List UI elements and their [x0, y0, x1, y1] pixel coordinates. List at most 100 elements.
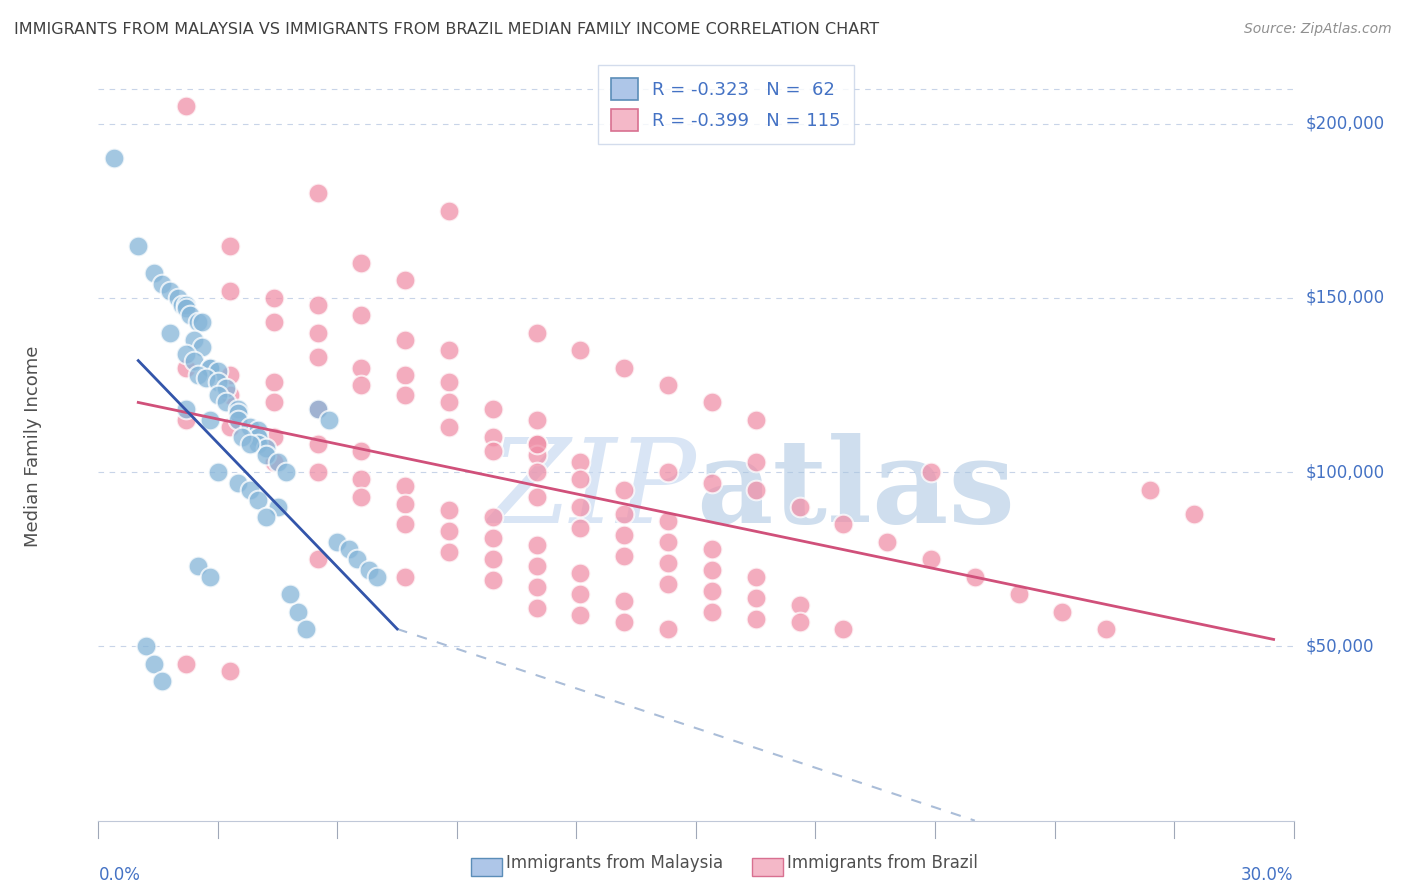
- Point: [526, 559, 548, 574]
- Point: [159, 284, 181, 298]
- Point: [339, 541, 361, 556]
- Point: [526, 601, 548, 615]
- Point: [394, 333, 416, 347]
- Point: [219, 388, 242, 402]
- Text: atlas: atlas: [696, 434, 1015, 549]
- Point: [569, 455, 592, 469]
- Point: [263, 315, 285, 329]
- Point: [239, 437, 262, 451]
- Point: [219, 368, 242, 382]
- Point: [745, 455, 768, 469]
- Point: [526, 326, 548, 340]
- Point: [174, 301, 197, 316]
- Point: [307, 402, 329, 417]
- Point: [179, 308, 201, 322]
- Point: [195, 371, 218, 385]
- Point: [700, 563, 723, 577]
- Point: [219, 284, 242, 298]
- Point: [263, 430, 285, 444]
- Point: [219, 664, 242, 678]
- Point: [482, 510, 505, 524]
- Point: [226, 406, 249, 420]
- Point: [307, 186, 329, 201]
- Point: [350, 490, 373, 504]
- Point: [394, 368, 416, 382]
- Point: [207, 465, 229, 479]
- Point: [613, 528, 636, 542]
- Point: [526, 437, 548, 451]
- Point: [246, 423, 269, 437]
- Point: [287, 605, 309, 619]
- Text: ZIP: ZIP: [488, 434, 696, 549]
- Point: [569, 607, 592, 622]
- Point: [657, 576, 679, 591]
- Point: [569, 343, 592, 358]
- Point: [613, 360, 636, 375]
- Point: [700, 583, 723, 598]
- Point: [187, 559, 209, 574]
- Point: [307, 298, 329, 312]
- Point: [219, 238, 242, 252]
- Point: [350, 308, 373, 322]
- Point: [394, 388, 416, 402]
- Point: [394, 273, 416, 287]
- Point: [174, 99, 197, 113]
- Point: [613, 549, 636, 563]
- Point: [174, 346, 197, 360]
- Point: [246, 430, 269, 444]
- Point: [226, 413, 249, 427]
- Point: [437, 203, 460, 218]
- Point: [394, 517, 416, 532]
- Point: [150, 277, 173, 291]
- Point: [187, 315, 209, 329]
- Point: [569, 521, 592, 535]
- Point: [1008, 587, 1031, 601]
- Point: [613, 507, 636, 521]
- Point: [745, 570, 768, 584]
- Point: [174, 360, 197, 375]
- Point: [789, 615, 811, 629]
- Point: [143, 267, 166, 281]
- Point: [526, 437, 548, 451]
- Point: [207, 364, 229, 378]
- Point: [963, 570, 986, 584]
- Point: [263, 291, 285, 305]
- Point: [832, 517, 855, 532]
- Point: [359, 563, 381, 577]
- Point: [318, 413, 340, 427]
- Point: [657, 465, 679, 479]
- Point: [700, 395, 723, 409]
- Point: [307, 437, 329, 451]
- Text: Median Family Income: Median Family Income: [24, 345, 42, 547]
- Point: [789, 598, 811, 612]
- Point: [526, 490, 548, 504]
- Point: [215, 395, 238, 409]
- Point: [700, 605, 723, 619]
- Point: [207, 388, 229, 402]
- Point: [657, 514, 679, 528]
- Point: [267, 500, 290, 514]
- Point: [226, 475, 249, 490]
- Point: [657, 378, 679, 392]
- Point: [350, 378, 373, 392]
- Point: [254, 448, 277, 462]
- Point: [350, 472, 373, 486]
- Point: [174, 657, 197, 671]
- Point: [278, 587, 301, 601]
- Point: [437, 343, 460, 358]
- Point: [437, 420, 460, 434]
- Point: [1139, 483, 1161, 497]
- Point: [174, 298, 197, 312]
- Text: Immigrants from Brazil: Immigrants from Brazil: [787, 855, 979, 872]
- Point: [437, 545, 460, 559]
- Point: [745, 413, 768, 427]
- Point: [657, 534, 679, 549]
- Point: [1052, 605, 1074, 619]
- Point: [183, 353, 205, 368]
- Point: [198, 570, 221, 584]
- Point: [294, 622, 316, 636]
- Point: [159, 326, 181, 340]
- Text: $150,000: $150,000: [1306, 289, 1385, 307]
- Point: [613, 615, 636, 629]
- Point: [526, 465, 548, 479]
